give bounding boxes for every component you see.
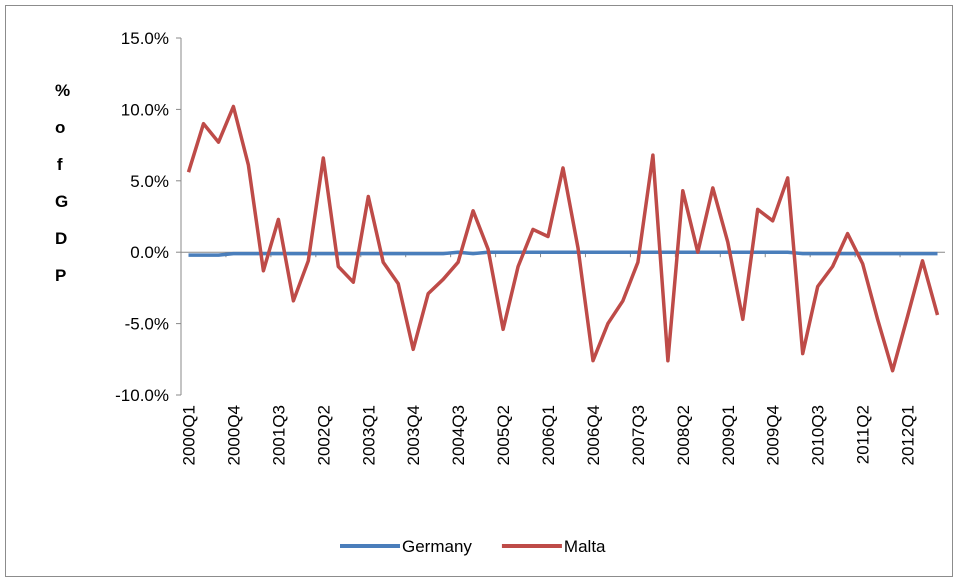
x-tick-label: 2003Q1 (359, 405, 378, 466)
series-line (188, 250, 938, 257)
y-tick-label: 10.0% (121, 100, 169, 119)
x-tick-label: 2009Q4 (764, 405, 783, 466)
x-tick-label: 2004Q3 (449, 405, 468, 466)
x-tick-label: 2009Q1 (719, 405, 738, 466)
x-tick-label: 2010Q3 (809, 405, 828, 466)
x-tick-label: 2000Q4 (224, 405, 243, 466)
legend-label: Germany (402, 537, 472, 556)
y-tick-label: -10.0% (115, 386, 169, 405)
x-tick-label: 2006Q1 (539, 405, 558, 466)
x-tick-label: 2011Q2 (854, 405, 873, 464)
y-tick-label: -5.0% (125, 315, 169, 334)
legend-label: Malta (564, 537, 606, 556)
x-tick-label: 2007Q3 (629, 405, 648, 466)
x-tick-label: 2002Q2 (314, 405, 333, 466)
x-tick-label: 2001Q3 (269, 405, 288, 466)
chart-frame (5, 5, 953, 577)
x-tick-label: 2005Q2 (494, 405, 513, 466)
x-tick-label: 2012Q1 (899, 405, 918, 466)
y-tick-label: 5.0% (130, 172, 169, 191)
x-tick-label: 2006Q4 (584, 405, 603, 466)
x-tick-label: 2008Q2 (674, 405, 693, 466)
x-tick-label: 2003Q4 (404, 405, 423, 466)
y-tick-label: 0.0% (130, 243, 169, 262)
x-tick-label: 2000Q1 (179, 405, 198, 466)
y-tick-label: 15.0% (121, 29, 169, 48)
series-line (186, 104, 940, 373)
